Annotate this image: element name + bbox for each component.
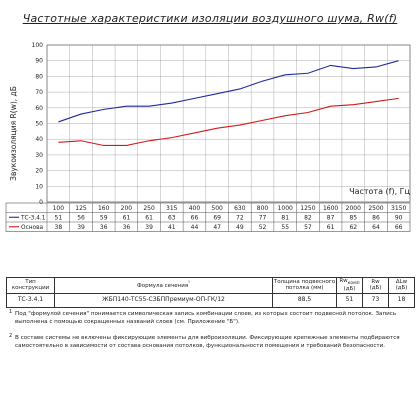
x-tick-label: 250 — [143, 205, 155, 212]
legend-label-2: Основа — [21, 225, 44, 231]
properties-table: Тип конструкции Формула сечения¹ Толщина… — [6, 277, 415, 308]
y-tick-label: 80 — [35, 73, 43, 80]
data-value-label: 81 — [281, 215, 289, 222]
x-tick-label: 1250 — [300, 205, 315, 212]
x-axis-label: Частота (f), Гц — [349, 187, 410, 196]
x-tick-label: 500 — [211, 205, 223, 212]
table-row: ТС-3.4.1 ЖБП140-ТС55-СЗБППремиум-ОП-ГК/1… — [6, 292, 415, 308]
series-line-2 — [58, 97, 399, 147]
x-tick-label: 2500 — [368, 205, 383, 212]
y-tick-label: 30 — [35, 152, 43, 159]
x-tick-label: 1000 — [278, 205, 293, 212]
footnote-2-number: 2 — [9, 333, 13, 339]
table-header-row: Тип конструкции Формула сечения¹ Толщина… — [6, 277, 415, 294]
data-value-label: 86 — [372, 215, 380, 222]
series-line-1 — [58, 60, 399, 123]
footnote-1-number: 1 — [9, 309, 13, 315]
data-value-label: 41 — [168, 224, 176, 231]
data-value-label: 55 — [281, 224, 289, 231]
footnotes: 1 Под "формулой сечения" понимается симв… — [9, 309, 407, 358]
footnote-1-text: Под "формулой сечения" понимается символ… — [15, 311, 397, 325]
data-value-label: 87 — [327, 215, 335, 222]
data-value-label: 38 — [55, 224, 63, 231]
footnote-2-text: В составе системы не включены фиксирующи… — [15, 335, 400, 349]
y-tick-label: 90 — [35, 58, 43, 65]
x-tick-label: 400 — [189, 205, 201, 212]
data-value-label: 66 — [191, 215, 199, 222]
data-value-label: 44 — [191, 224, 199, 231]
cell-formula: ЖБП140-ТС55-СЗБППремиум-ОП-ГК/12 — [54, 292, 273, 308]
x-tick-label: 315 — [166, 205, 178, 212]
data-value-label: 82 — [304, 215, 312, 222]
data-value-label: 36 — [123, 224, 131, 231]
cell-dlw: 18 — [388, 292, 415, 308]
footnote-1: 1 Под "формулой сечения" понимается симв… — [9, 309, 407, 326]
x-tick-label: 160 — [98, 205, 110, 212]
cell-thickness: 88,5 — [272, 292, 337, 308]
legend-label-1: ТС-3.4.1 — [20, 216, 46, 222]
y-tick-label: 60 — [35, 105, 43, 112]
header-rw: Rw (дБ) — [362, 277, 389, 294]
x-tick-label: 1600 — [323, 205, 338, 212]
data-value-label: 85 — [349, 215, 357, 222]
header-dlw: ΔLw (дБ) — [388, 277, 415, 294]
data-value-label: 39 — [77, 224, 85, 231]
x-tick-label: 200 — [121, 205, 133, 212]
data-value-label: 39 — [145, 224, 153, 231]
x-tick-label: 800 — [257, 205, 269, 212]
footnote-2: 2 В составе системы не включены фиксирую… — [9, 333, 407, 350]
y-tick-label: 40 — [35, 136, 43, 143]
y-tick-label: 20 — [35, 168, 43, 175]
data-value-label: 36 — [100, 224, 108, 231]
data-value-label: 59 — [100, 215, 108, 222]
data-value-label: 69 — [213, 215, 221, 222]
data-value-label: 62 — [349, 224, 357, 231]
data-value-label: 64 — [372, 224, 380, 231]
header-rw-comp: Rwкомп (дБ) — [336, 277, 363, 294]
header-thickness: Толщина подвесного потолка (мм) — [272, 277, 337, 294]
cell-rw: 73 — [362, 292, 389, 308]
y-axis-label: Звукоизоляция R(w), дБ — [9, 86, 18, 181]
y-tick-label: 100 — [32, 42, 44, 49]
data-value-label: 63 — [168, 215, 176, 222]
y-tick-label: 0 — [39, 199, 43, 206]
data-value-label: 49 — [236, 224, 244, 231]
data-value-label: 77 — [259, 215, 267, 222]
data-value-label: 61 — [123, 215, 131, 222]
x-tick-label: 630 — [234, 205, 246, 212]
data-value-label: 47 — [213, 224, 221, 231]
x-tick-label: 100 — [53, 205, 65, 212]
y-tick-label: 70 — [35, 89, 43, 96]
data-value-label: 72 — [236, 215, 244, 222]
data-value-label: 52 — [259, 224, 267, 231]
x-tick-label: 3150 — [391, 205, 406, 212]
y-tick-label: 50 — [35, 121, 43, 128]
data-value-label: 66 — [395, 224, 403, 231]
x-tick-label: 125 — [75, 205, 87, 212]
data-value-label: 61 — [145, 215, 153, 222]
chart-title: Частотные характеристики изоляции воздуш… — [22, 12, 398, 25]
cell-type: ТС-3.4.1 — [6, 292, 55, 308]
data-value-label: 57 — [304, 224, 312, 231]
header-formula: Формула сечения¹ — [54, 277, 273, 294]
y-tick-label: 10 — [35, 183, 43, 190]
data-value-label: 61 — [327, 224, 335, 231]
cell-rw-comp: 51 — [336, 292, 363, 308]
x-tick-label: 2000 — [346, 205, 361, 212]
data-value-label: 51 — [55, 215, 63, 222]
data-table-frame — [5, 202, 411, 232]
header-type: Тип конструкции — [6, 277, 55, 294]
data-value-label: 90 — [395, 215, 403, 222]
data-value-label: 56 — [77, 215, 85, 222]
